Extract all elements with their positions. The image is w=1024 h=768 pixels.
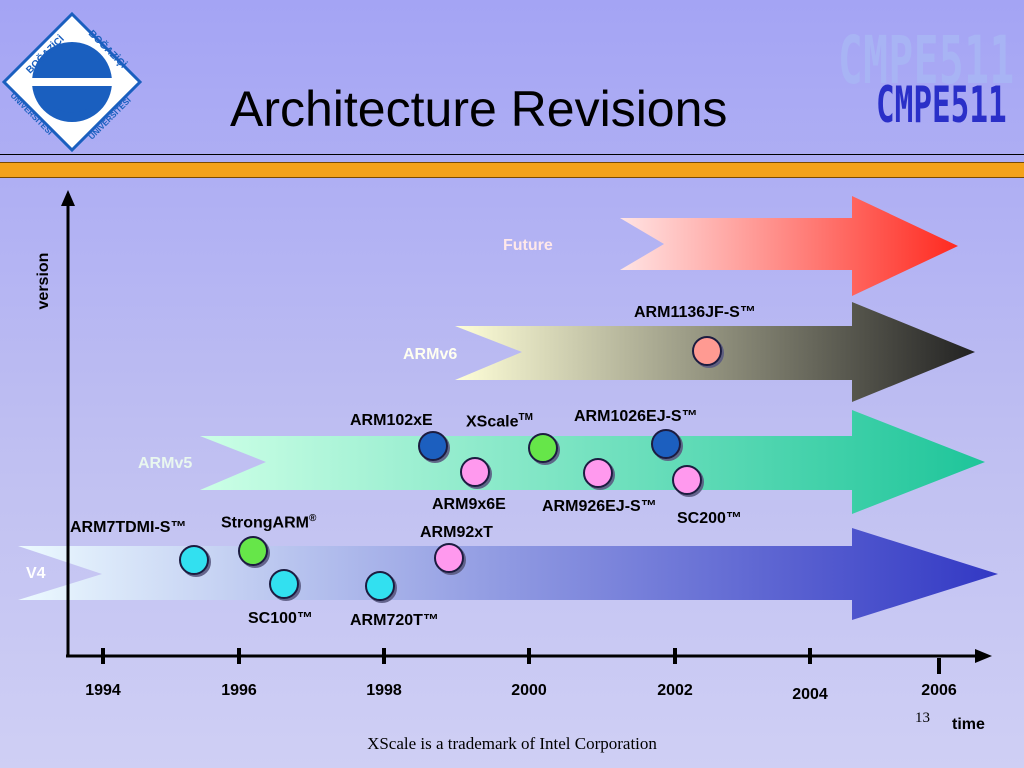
y-axis-label: version — [35, 252, 52, 310]
band-label-v4: V4 — [26, 565, 46, 582]
year-label-1998: 1998 — [366, 682, 402, 699]
core-label-arm92xt: ARM92xT — [420, 524, 493, 541]
x-axis-label: time — [952, 716, 985, 733]
band-arrow-v4 — [18, 528, 998, 620]
core-marker-strongarm — [238, 536, 268, 566]
year-label-2000: 2000 — [511, 682, 547, 699]
core-label-arm1136jfs: ARM1136JF-S™ — [634, 304, 756, 321]
core-marker-arm102xe — [418, 431, 448, 461]
core-label-arm9x6e: ARM9x6E — [432, 496, 506, 513]
registered-mark: ® — [308, 513, 317, 524]
university-logo: BOĞAZİÇİ BOĞAZİÇİ ÜNİVERSİTESİ ÜNİVERSİT… — [0, 10, 145, 155]
page-number: 13 — [915, 710, 930, 726]
title-accent-bar — [0, 162, 1024, 178]
core-label-arm7tdmi: ARM7TDMI-S™ — [70, 519, 187, 536]
year-label-1996: 1996 — [221, 682, 257, 699]
core-label-arm1026ejs: ARM1026EJ-S™ — [574, 408, 698, 425]
core-marker-arm7tdmi — [179, 545, 209, 575]
slide-title: Architecture Revisions — [230, 81, 728, 137]
band-label-armv5: ARMv5 — [138, 455, 193, 472]
x-axis-ticks — [101, 648, 941, 674]
year-label-1994: 1994 — [85, 682, 121, 699]
year-label-2002: 2002 — [657, 682, 693, 699]
core-label-sc200: SC200™ — [677, 510, 742, 527]
core-label-arm926ejs: ARM926EJ-S™ — [542, 498, 657, 515]
core-label-strongarm: StrongARM® — [221, 513, 317, 532]
core-marker-arm926ejs — [583, 458, 613, 488]
x-axis-arrowhead-icon — [975, 649, 992, 663]
core-marker-sc200 — [672, 465, 702, 495]
core-marker-arm9x6e — [460, 457, 490, 487]
y-axis-arrowhead-icon — [61, 190, 75, 206]
year-label-2006: 2006 — [921, 682, 957, 699]
title-divider — [0, 154, 1024, 155]
band-arrow-future — [620, 196, 958, 296]
core-label-xscale: XScaleTM — [466, 412, 533, 431]
core-marker-arm92xt — [434, 543, 464, 573]
core-markers — [179, 336, 722, 601]
core-marker-arm1026ejs — [651, 429, 681, 459]
band-label-future: Future — [503, 237, 553, 254]
logo-emblem-icon: BOĞAZİÇİ BOĞAZİÇİ ÜNİVERSİTESİ ÜNİVERSİT… — [1, 11, 143, 153]
core-marker-sc100 — [269, 569, 299, 599]
core-marker-arm1136jfs — [692, 336, 722, 366]
course-code-light: CMPE511 — [838, 22, 1015, 99]
core-marker-xscale — [528, 433, 558, 463]
core-label-arm720t: ARM720T™ — [350, 612, 439, 629]
core-marker-arm720t — [365, 571, 395, 601]
course-code-dark: CMPE511 — [876, 76, 1007, 134]
trademark-footnote: XScale is a trademark of Intel Corporati… — [367, 734, 657, 753]
core-label-sc100: SC100™ — [248, 610, 313, 627]
core-label-arm102xe: ARM102xE — [350, 412, 433, 429]
trademark-mark: TM — [518, 412, 533, 423]
band-label-armv6: ARMv6 — [403, 346, 458, 363]
year-label-2004: 2004 — [792, 686, 828, 703]
